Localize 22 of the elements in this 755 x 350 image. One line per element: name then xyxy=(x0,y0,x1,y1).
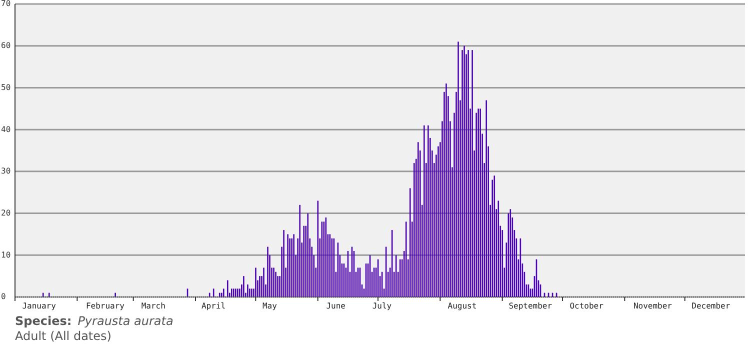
x-tick-label: June xyxy=(326,302,346,311)
y-tick-label: 10 xyxy=(1,250,11,260)
text: Adult (All dates) xyxy=(15,329,112,343)
y-tick-label: 0 xyxy=(1,292,6,302)
y-tick-label: 40 xyxy=(1,124,11,134)
x-tick-label: January xyxy=(22,302,56,311)
text: Species: Pyrausta aurata xyxy=(15,314,174,328)
x-tick-label: July xyxy=(372,302,392,311)
x-tick-label: September xyxy=(508,302,552,311)
x-tick-label: November xyxy=(633,302,672,311)
x-tick-label: December xyxy=(692,302,730,311)
y-tick-label: 60 xyxy=(1,41,11,50)
x-tick-label: April xyxy=(201,302,226,311)
y-tick-label: 50 xyxy=(1,82,11,92)
x-tick-label: February xyxy=(86,302,125,311)
x-tick-label: October xyxy=(570,302,604,311)
y-tick-label: 20 xyxy=(1,208,11,218)
y-tick-label: 70 xyxy=(1,0,11,8)
x-tick-label: March xyxy=(141,302,166,311)
y-tick-label: 30 xyxy=(1,166,11,176)
x-tick-label: May xyxy=(262,302,278,311)
x-tick-label: August xyxy=(448,302,477,311)
